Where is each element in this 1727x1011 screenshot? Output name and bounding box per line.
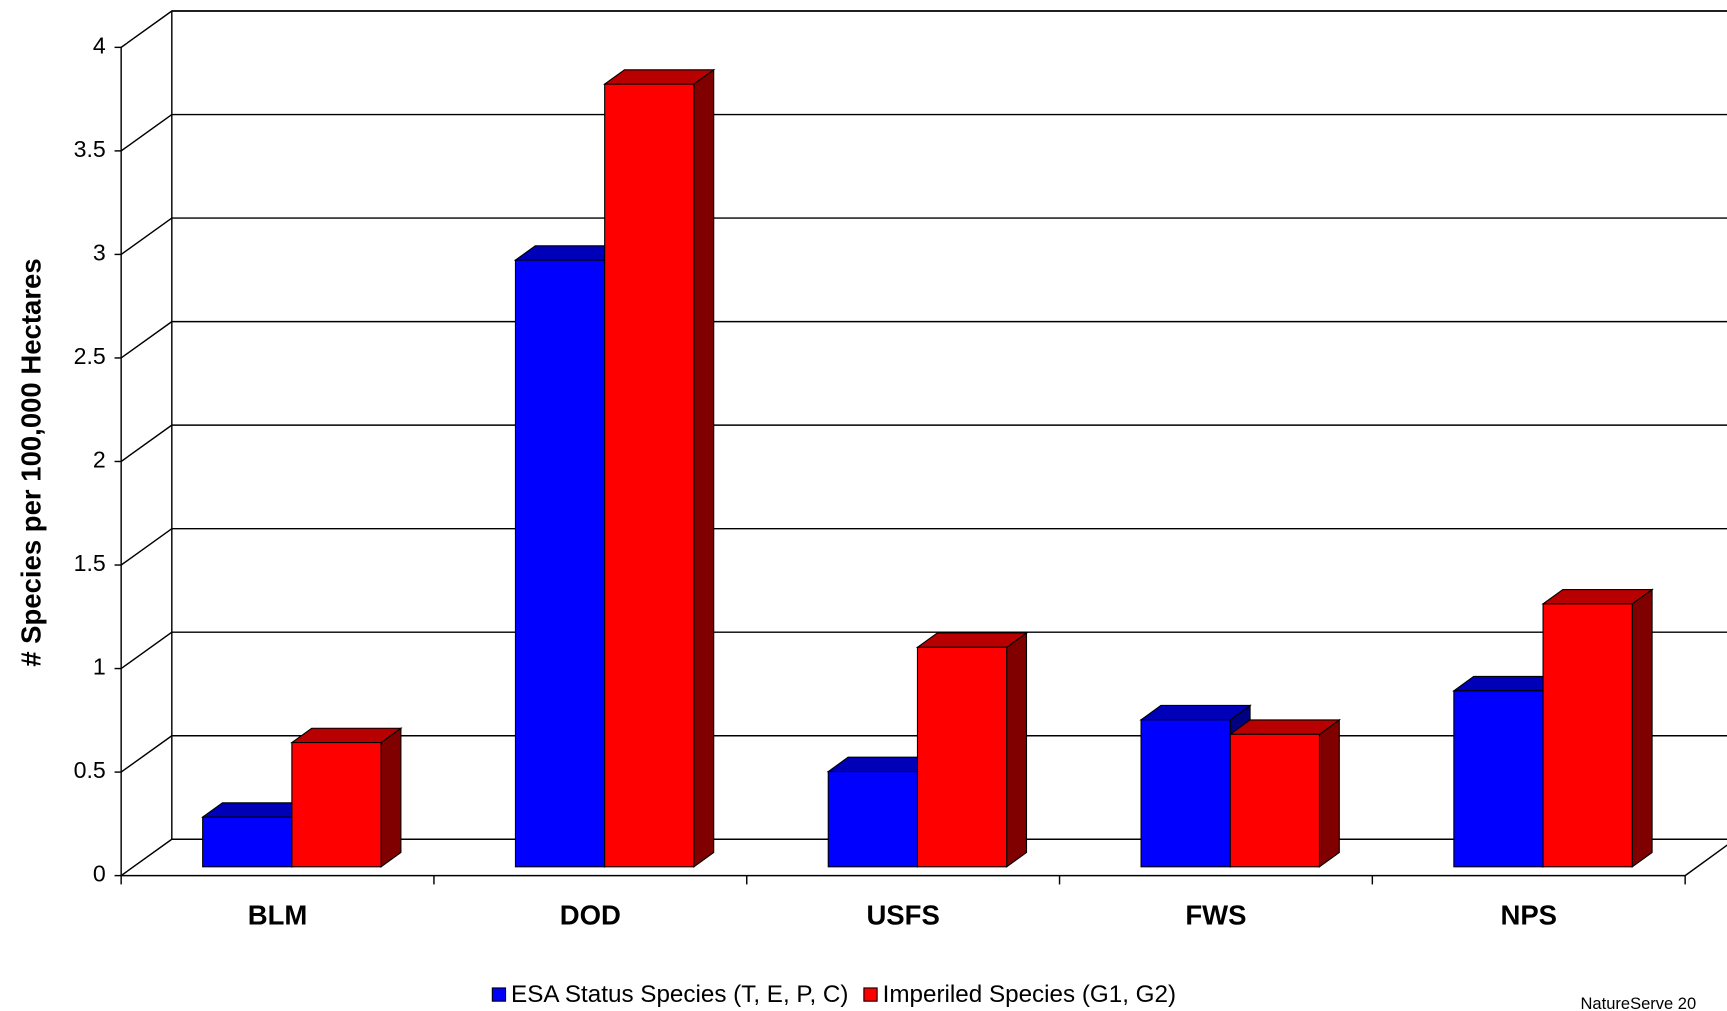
bar [827,771,919,868]
bar-side [1631,588,1653,868]
y-tick-label: 2.5 [74,343,106,369]
y-tick-label: 2 [93,447,106,473]
grid-line [120,631,1727,670]
grid-line [120,113,1727,152]
legend-swatch [863,987,878,1002]
source-note: NatureServe 20 [1581,994,1697,1011]
bar-top [915,632,1029,648]
x-tick-label: FWS [1185,900,1246,931]
y-axis-title: # Species per 100,000 Hectares [15,258,46,666]
x-tick-label: BLM [248,900,308,931]
bar [916,646,1008,868]
bar-side [1318,718,1340,868]
bar [1140,719,1231,868]
y-tick-label: 0 [93,861,106,887]
legend-label: Imperiled Species (G1, G2) [883,981,1176,1008]
bar [291,742,382,868]
bar-top [1541,588,1654,605]
y-tick-label: 1 [93,654,106,680]
bar-top [290,727,403,744]
grid-line [120,10,1727,48]
bar-side [1006,631,1028,868]
bar [604,83,695,868]
bar [1453,690,1544,868]
legend-label: ESA Status Species (T, E, P, C) [511,981,848,1008]
bar [1542,603,1633,868]
bar-top [1228,719,1342,735]
y-tick-label: 0.5 [74,757,106,783]
grid-line [120,424,1727,463]
y-tick-label: 1.5 [74,550,106,576]
grid-line [120,217,1727,256]
bar-top [602,69,716,85]
grid-line [120,527,1727,566]
x-tick-label: USFS [866,900,939,931]
y-tick-label: 4 [93,32,106,58]
y-tick-label: 3.5 [74,136,106,162]
bar-side [693,68,715,868]
bar [1229,733,1321,868]
bar-side [380,727,402,868]
floor-right [1684,844,1727,877]
legend-swatch [491,987,507,1002]
y-tick-label: 3 [93,240,106,266]
bar [202,816,293,868]
bar [514,259,606,868]
grid-line [120,320,1727,359]
bar-top [1139,704,1252,721]
x-tick-label: DOD [560,900,621,931]
x-tick-label: NPS [1500,900,1557,931]
plot-area: # Species per 100,000 Hectares NatureSer… [15,10,1727,1011]
